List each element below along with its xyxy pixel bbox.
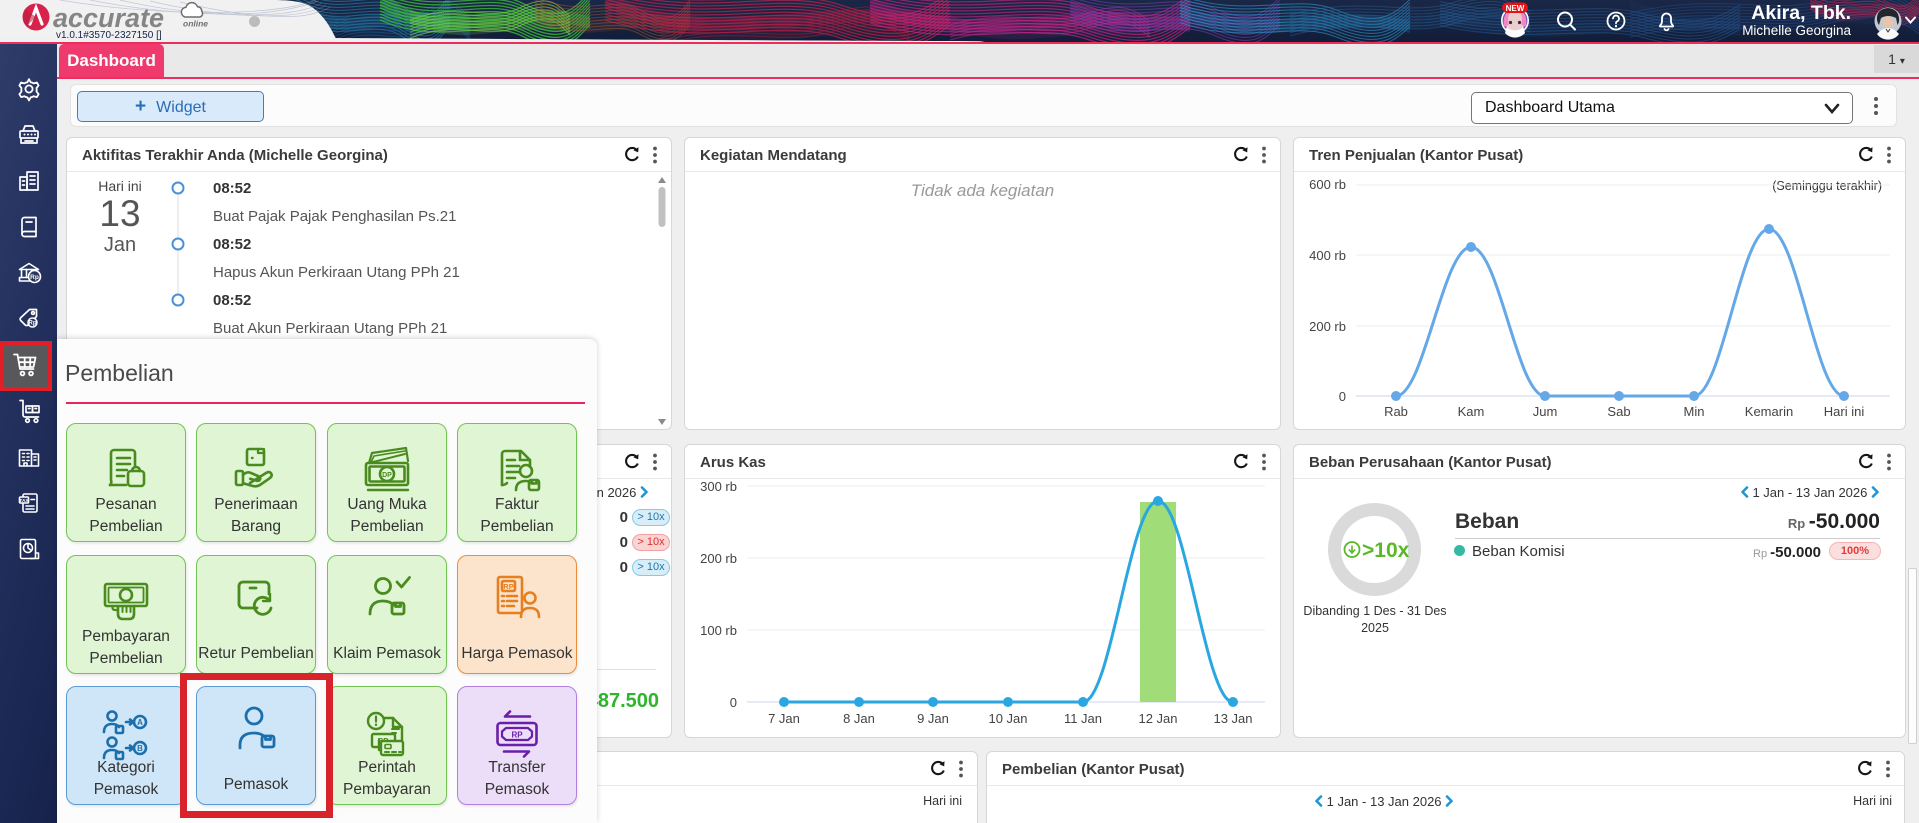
svg-text:TAX: TAX — [19, 498, 29, 504]
svg-text:9 Jan: 9 Jan — [917, 711, 949, 726]
svg-text:RP: RP — [503, 582, 513, 591]
svg-text:v1.0.1#3570-2327150 []: v1.0.1#3570-2327150 [] — [56, 30, 162, 41]
svg-text:NEW: NEW — [1506, 4, 1525, 13]
svg-text:7 Jan: 7 Jan — [768, 711, 800, 726]
svg-text:11 Jan: 11 Jan — [1064, 711, 1102, 726]
svg-text:100 rb: 100 rb — [700, 623, 737, 638]
svg-text:8 Jan: 8 Jan — [843, 711, 875, 726]
svg-text:DP: DP — [382, 472, 392, 479]
svg-text:RP: RP — [511, 731, 523, 740]
svg-text:accurate: accurate — [53, 3, 164, 33]
svg-text:Jum: Jum — [1533, 404, 1558, 419]
svg-text:online: online — [183, 19, 208, 29]
svg-text:0: 0 — [730, 695, 737, 710]
svg-text:0: 0 — [1339, 389, 1346, 404]
svg-text:Hari ini: Hari ini — [1824, 404, 1865, 419]
svg-text:Akira, Tbk.: Akira, Tbk. — [1751, 2, 1851, 24]
svg-text:Kam: Kam — [1458, 404, 1485, 419]
svg-text:Michelle Georgina: Michelle Georgina — [1742, 23, 1851, 38]
svg-text:12 Jan: 12 Jan — [1138, 711, 1177, 726]
svg-text:Kemarin: Kemarin — [1745, 404, 1793, 419]
svg-text:Rab: Rab — [1384, 404, 1408, 419]
svg-text:200 rb: 200 rb — [1309, 319, 1346, 334]
svg-text:200 rb: 200 rb — [700, 551, 737, 566]
svg-text:>10x: >10x — [1362, 539, 1410, 562]
svg-text:400 rb: 400 rb — [1309, 248, 1346, 263]
svg-text:Rp: Rp — [30, 274, 39, 281]
svg-text:(Seminggu terakhir): (Seminggu terakhir) — [1772, 179, 1882, 193]
svg-text:Rp: Rp — [28, 321, 36, 327]
svg-text:10 Jan: 10 Jan — [988, 711, 1027, 726]
svg-text:600 rb: 600 rb — [1309, 177, 1346, 192]
svg-text:300 rb: 300 rb — [700, 479, 737, 494]
svg-text:A: A — [137, 718, 143, 727]
svg-text:Min: Min — [1684, 404, 1705, 419]
svg-text:Sab: Sab — [1607, 404, 1630, 419]
svg-text:B: B — [137, 744, 143, 753]
svg-text:13 Jan: 13 Jan — [1213, 711, 1252, 726]
